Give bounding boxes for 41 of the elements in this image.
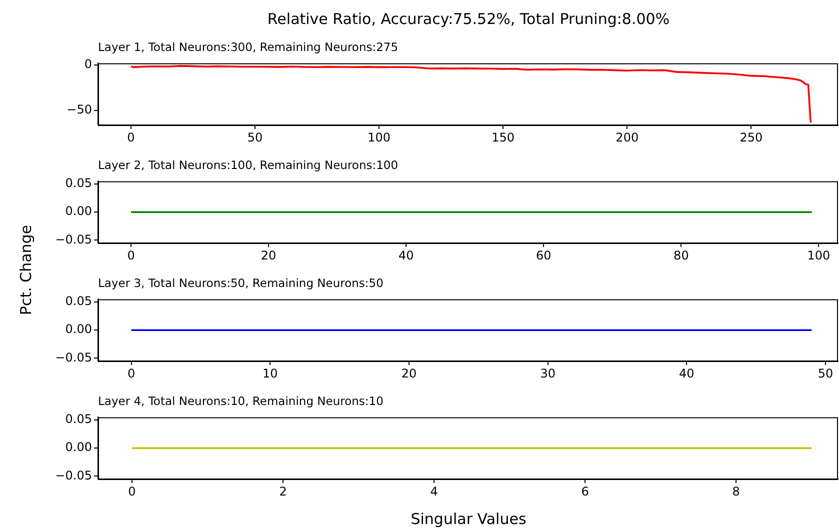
chart-subtitle: Layer 2, Total Neurons:100, Remaining Neurons:100: [98, 158, 398, 172]
x-tick-label: 200: [616, 130, 639, 144]
x-tick-label: 100: [368, 130, 391, 144]
x-tick-label: 10: [262, 366, 278, 380]
x-tick-label: 40: [398, 248, 414, 262]
x-tick-label: 0: [127, 248, 135, 262]
chart-subtitle: Layer 1, Total Neurons:300, Remaining Neurons:275: [98, 40, 398, 54]
y-tick-label: −0.05: [55, 232, 92, 246]
x-tick-label: 50: [247, 130, 263, 144]
chart-subtitle: Layer 4, Total Neurons:10, Remaining Neurons:10: [98, 394, 384, 408]
y-tick-label: 0.00: [65, 322, 92, 336]
x-tick-label: 60: [536, 248, 552, 262]
x-tick-label: 0: [127, 130, 135, 144]
x-tick-label: 30: [540, 366, 556, 380]
x-tick-label: 50: [818, 366, 834, 380]
y-tick-label: 0.05: [65, 412, 92, 426]
x-tick-label: 20: [260, 248, 276, 262]
x-axis-title: Singular Values: [410, 510, 528, 528]
chart-title: Relative Ratio, Accuracy:75.52%, Total Pruning:8.00%: [266, 10, 671, 28]
y-tick-label: 0.00: [65, 440, 92, 454]
x-tick-label: 150: [492, 130, 515, 144]
y-tick-label: 0: [84, 57, 92, 72]
x-tick-label: 100: [807, 248, 830, 262]
x-tick-label: 40: [679, 366, 694, 380]
x-tick-label: 250: [740, 130, 763, 144]
y-tick-label: −50: [66, 102, 92, 117]
chart-subtitle: Layer 3, Total Neurons:50, Remaining Neurons:50: [98, 276, 384, 290]
x-tick-label: 8: [732, 484, 740, 498]
x-tick-label: 2: [279, 484, 287, 498]
x-tick-label: 4: [430, 484, 438, 498]
y-tick-label: −0.05: [55, 350, 92, 364]
y-axis-title: Pct. Change: [17, 224, 35, 316]
y-tick-label: 0.05: [65, 176, 92, 190]
x-tick-label: 20: [401, 366, 417, 380]
y-tick-label: 0.05: [65, 294, 92, 308]
y-tick-label: 0.00: [65, 204, 92, 218]
x-tick-label: 80: [674, 248, 689, 262]
x-tick-label: 0: [128, 366, 136, 380]
y-tick-label: −0.05: [55, 468, 92, 482]
x-tick-label: 0: [128, 484, 136, 498]
x-tick-label: 6: [581, 484, 589, 498]
